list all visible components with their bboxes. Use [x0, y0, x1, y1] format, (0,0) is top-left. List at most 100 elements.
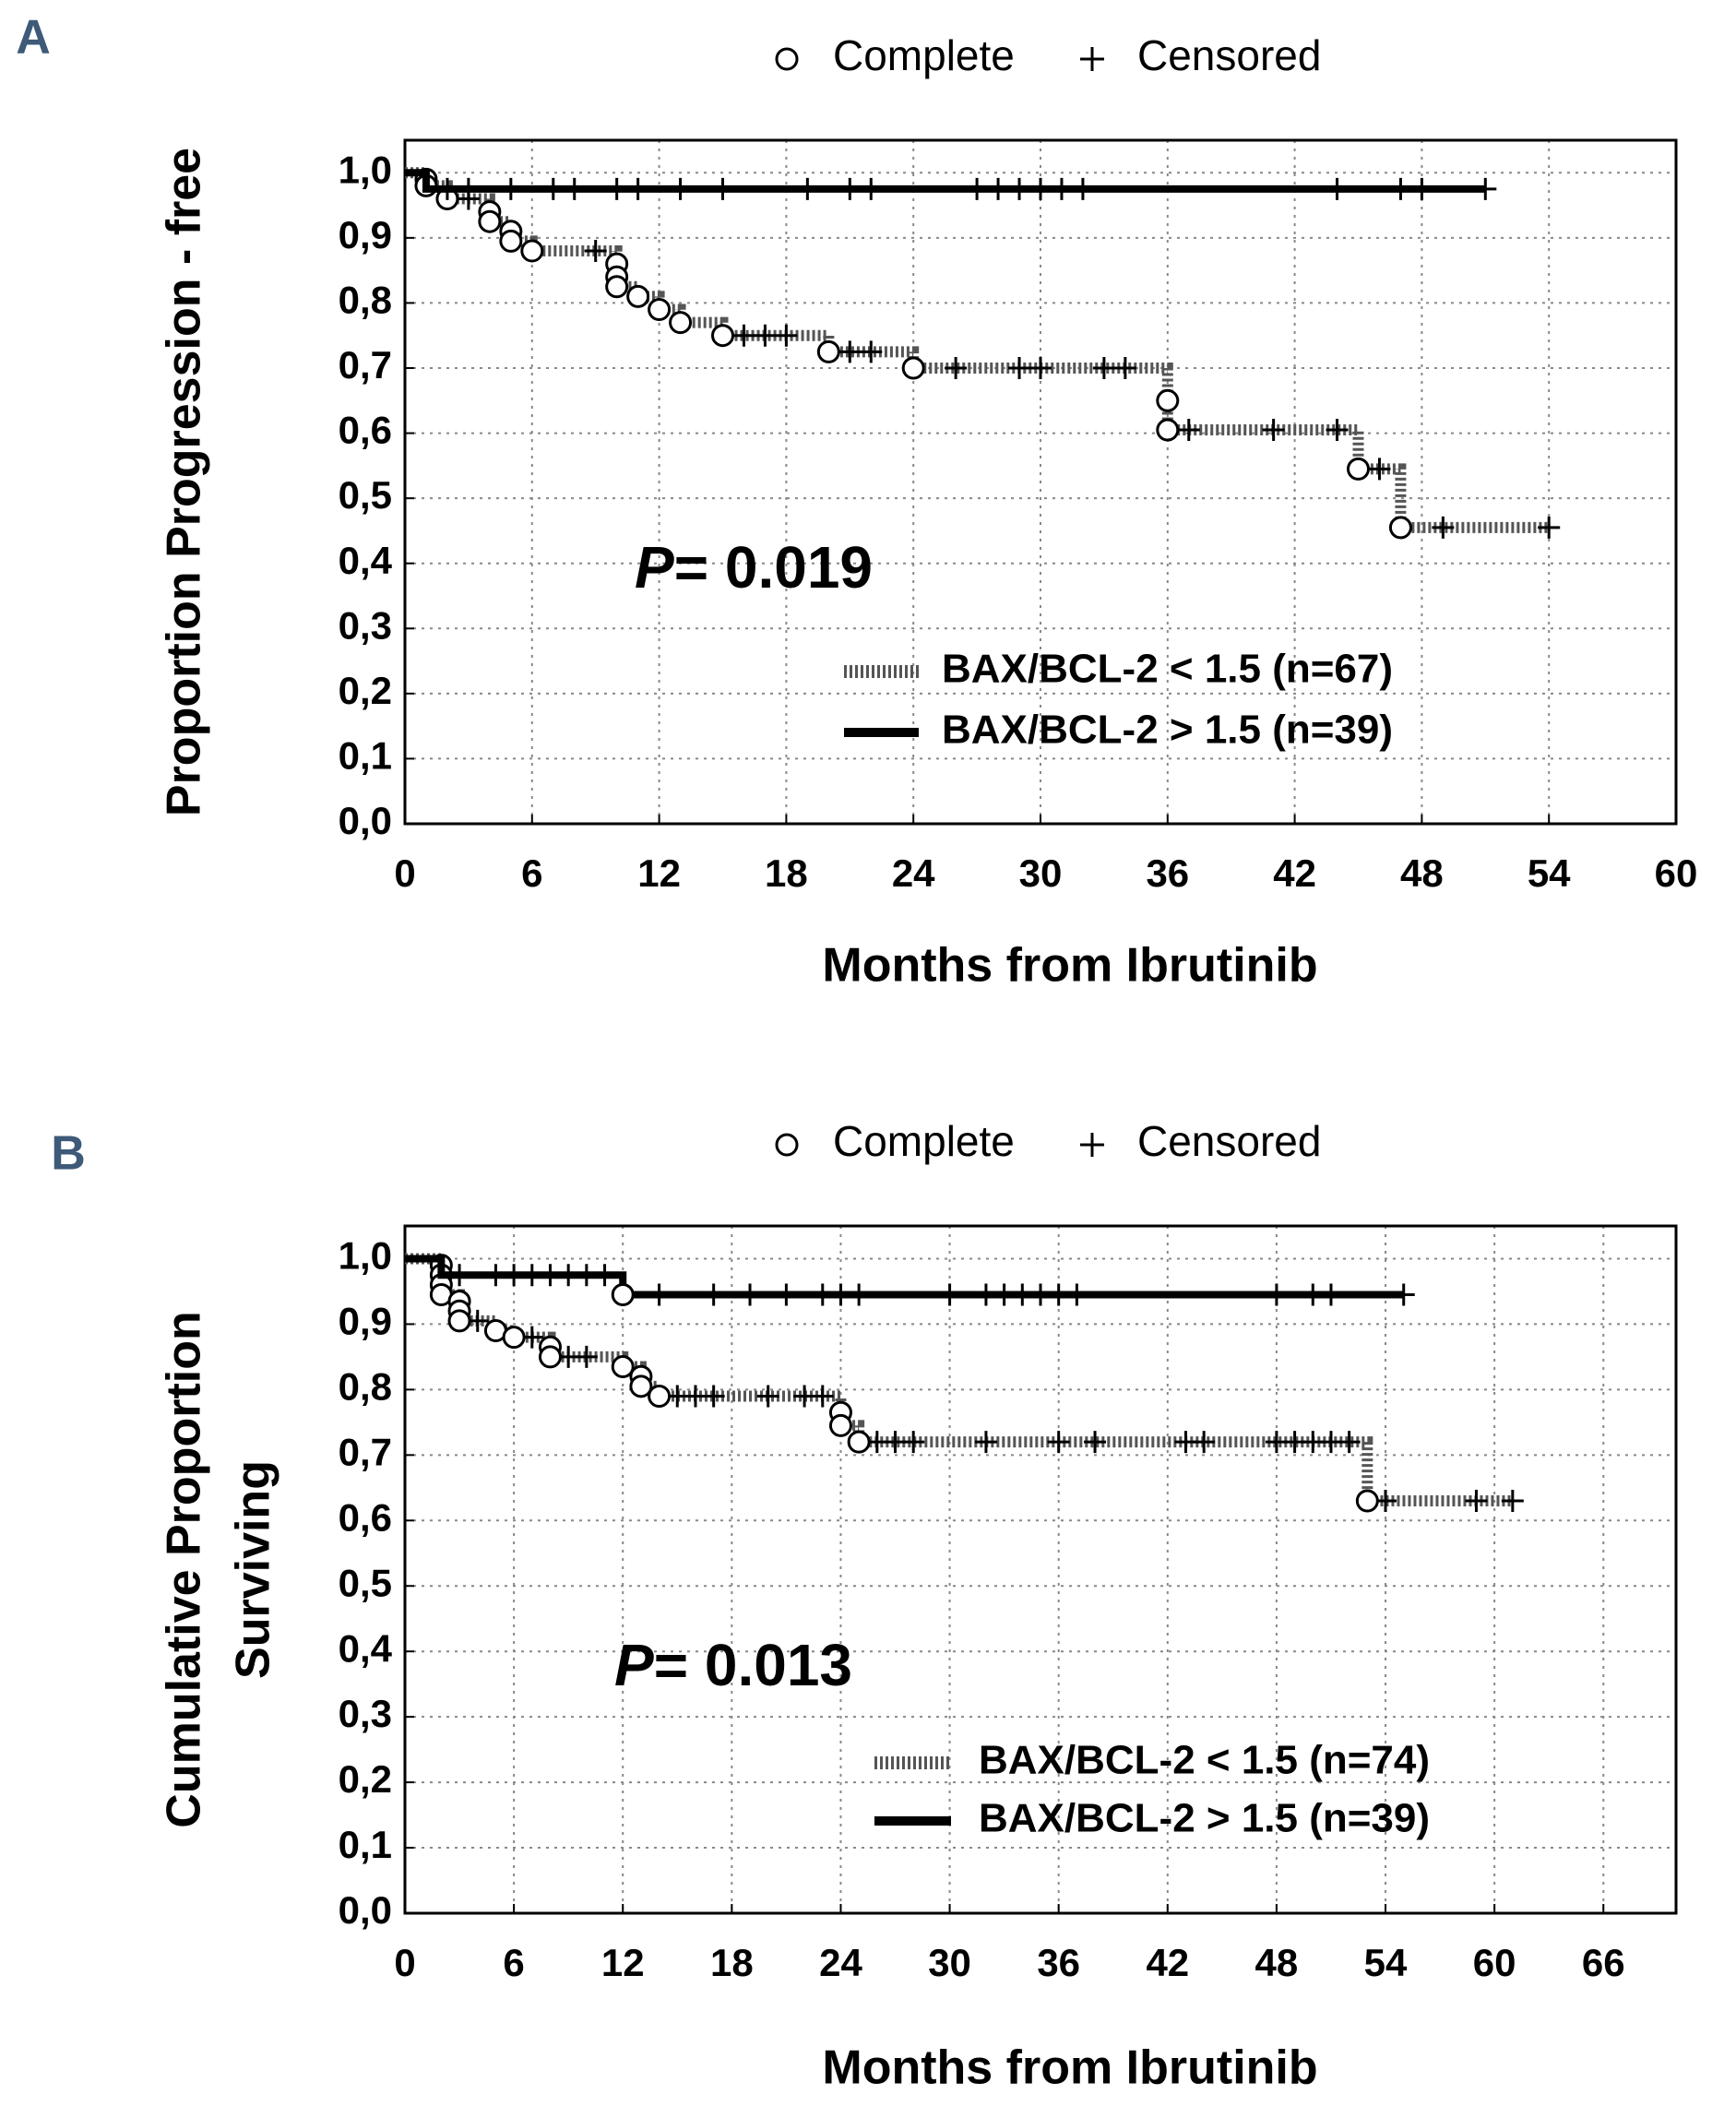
x-tick-label: 48 [1400, 851, 1444, 895]
censor-mark [563, 177, 586, 200]
censor-mark [1319, 1283, 1342, 1306]
event-marker [629, 1374, 653, 1398]
x-tick-label: 12 [601, 1941, 645, 1984]
censor-mark [575, 1345, 598, 1368]
event-marker [605, 275, 629, 299]
event-marker [1347, 457, 1370, 481]
x-tick-label: 0 [394, 1941, 415, 1984]
x-tick-label: 12 [637, 851, 681, 895]
annotation-symbol: P [635, 534, 674, 601]
legend-label: BAX/BCL-2 > 1.5 (n=39) [942, 708, 1393, 753]
x-tick-label: 48 [1255, 1941, 1299, 1984]
marker-legend-circle [775, 47, 799, 71]
censor-mark [1193, 1431, 1216, 1454]
censor-mark [1392, 1283, 1415, 1306]
x-tick-label: 66 [1582, 1941, 1625, 1984]
censor-mark [796, 177, 819, 200]
censor-mark [775, 1283, 798, 1306]
censor-mark [1029, 177, 1052, 200]
y-tick-label: 0,0 [339, 1888, 392, 1932]
marker-legend-text: Censored [1137, 31, 1321, 79]
annotation: P= 0.013 [614, 1632, 852, 1698]
annotation: P= 0.019 [635, 534, 873, 601]
y-tick-label: 0,1 [339, 734, 392, 778]
censor-mark [1465, 1490, 1488, 1512]
y-tick-label: 0,7 [339, 1430, 392, 1473]
y-tick-label: 0,5 [339, 473, 392, 517]
censor-mark [584, 239, 607, 262]
x-tick-label: 54 [1364, 1941, 1408, 1984]
y-tick-label: 0,8 [339, 1364, 392, 1408]
marker-legend-plus [1080, 1133, 1104, 1157]
censor-mark [860, 177, 883, 200]
chart: A Complete Censored 0,0 0,1 0,2 0,3 0,4 0,5 0,6 0,… [16, 11, 1697, 993]
y-tick-label: 0,3 [339, 1692, 392, 1735]
censor-mark [448, 1264, 471, 1287]
censor-mark [848, 1283, 871, 1306]
event-marker [1156, 388, 1180, 412]
censor-mark [1008, 177, 1031, 200]
y-tick-label: 0,4 [339, 1626, 393, 1670]
event-marker [626, 284, 650, 308]
panel-label: B [51, 1127, 86, 1181]
event-marker [502, 1326, 526, 1350]
censor-mark [1029, 357, 1052, 379]
x-tick-label: 60 [1655, 851, 1698, 895]
censor-mark [1432, 516, 1455, 539]
y-axis-title: Proportion Progression - free [158, 148, 211, 816]
x-tick-label: 24 [892, 851, 935, 895]
censor-mark [754, 324, 777, 347]
x-axis-title: Months from Ibrutinib [822, 939, 1317, 993]
censor-mark [1071, 177, 1094, 200]
censor-mark [732, 324, 755, 347]
y-tick-label: 1,0 [339, 148, 392, 191]
censor-mark [1474, 177, 1497, 200]
marker-legend-circle [775, 1133, 799, 1157]
annotation-text: = 0.013 [654, 1632, 852, 1698]
censor-mark [605, 177, 628, 200]
y-tick-label: 0,8 [339, 279, 392, 322]
censor-mark [711, 177, 734, 200]
censor-mark [987, 177, 1010, 200]
y-tick-label: 0,6 [339, 409, 392, 452]
censor-mark [739, 1283, 762, 1306]
legend-label: BAX/BCL-2 < 1.5 (n=67) [942, 647, 1393, 692]
censor-mark [1050, 177, 1073, 200]
censor-mark [945, 357, 968, 379]
y-tick-label: 0,7 [339, 343, 392, 387]
event-marker [447, 1309, 471, 1333]
x-tick-label: 30 [1019, 851, 1063, 895]
panel-label: A [16, 11, 51, 65]
censor-mark [938, 1283, 961, 1306]
censor-mark [457, 177, 480, 200]
censor-mark [1177, 419, 1200, 442]
censor-mark [974, 1431, 997, 1454]
censor-mark [1410, 177, 1433, 200]
event-marker [669, 311, 693, 335]
censor-mark [702, 1385, 725, 1408]
censor-mark [669, 177, 692, 200]
y-tick-label: 0,2 [339, 1757, 392, 1801]
censor-mark [1368, 458, 1391, 481]
y-tick-label: 0,9 [339, 1300, 392, 1343]
y-tick-label: 0,6 [339, 1495, 392, 1539]
censor-mark [1262, 419, 1285, 442]
censor-mark [541, 177, 565, 200]
survival-curve [405, 169, 1486, 193]
plot-frame [403, 138, 1678, 826]
censor-mark [435, 177, 458, 200]
y-axis-title: Cumulative Proportion [158, 1311, 211, 1827]
event-marker [1355, 1489, 1379, 1513]
censor-mark [1326, 177, 1349, 200]
annotation-symbol: P [614, 1632, 654, 1698]
survival-curve [405, 1255, 1404, 1299]
event-marker [520, 239, 544, 263]
annotation-text: = 0.019 [674, 534, 873, 601]
event-marker [816, 339, 840, 363]
censor-mark [902, 1431, 925, 1454]
event-marker [538, 1345, 562, 1369]
censor-mark [1084, 1431, 1107, 1454]
x-tick-label: 24 [819, 1941, 862, 1984]
event-marker [711, 324, 734, 348]
